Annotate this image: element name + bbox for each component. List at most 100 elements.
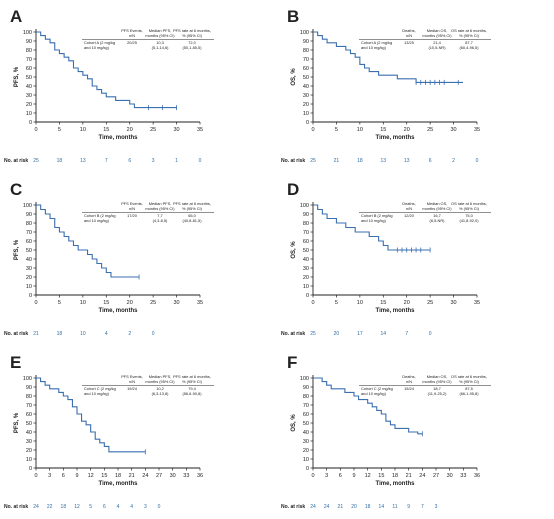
- risk-value-e: 4: [130, 504, 133, 510]
- km-curve-e: [36, 377, 146, 453]
- x-tick-label-a: 10: [80, 127, 86, 133]
- km-curve-c: [36, 204, 140, 278]
- risk-value-c: 10: [80, 331, 86, 337]
- table-cell-b: n/N: [406, 33, 412, 38]
- x-tick-label-e: 0: [34, 473, 37, 479]
- table-cell-b: % (95% CI): [459, 33, 480, 38]
- y-tick-label-d: 100: [300, 203, 309, 209]
- x-tick-label-e: 6: [62, 473, 65, 479]
- table-cell-a: 10,3: [156, 40, 164, 45]
- y-tick-label-e: 40: [26, 430, 32, 436]
- y-tick-label-e: 50: [26, 421, 32, 427]
- x-tick-label-e: 9: [75, 473, 78, 479]
- y-tick-label-f: 100: [300, 376, 309, 382]
- x-tick-label-c: 30: [174, 300, 180, 306]
- table-cell-c: 7,7: [157, 213, 162, 218]
- table-cell-e: % (95% CI): [182, 379, 203, 384]
- risk-label-c: No. at risk: [4, 331, 28, 337]
- risk-value-f: 3: [435, 504, 438, 510]
- y-tick-label-c: 30: [26, 266, 32, 272]
- km-curve-a: [36, 31, 177, 109]
- table-cell-d: 16,7: [433, 213, 441, 218]
- table-cell-d: OS rate at 6 months,: [451, 201, 487, 206]
- y-tick-label-c: 60: [26, 239, 32, 245]
- table-cell-b: 13/25: [404, 40, 414, 45]
- km-panel-E: E 0 10 20 30 40 50 60 70 80 90 100 0 3 6 9 12 15 18 21 24 27 3…: [0, 346, 277, 519]
- table-cell-c: PFS Events,: [121, 201, 143, 206]
- risk-value-e: 24: [33, 504, 39, 510]
- y-tick-label-b: 60: [303, 66, 309, 72]
- table-cell-e: PFS rate at 6 months,: [173, 374, 211, 379]
- x-tick-label-d: 30: [451, 300, 457, 306]
- x-axis-label-c: Time, months: [99, 308, 139, 314]
- x-tick-label-f: 15: [378, 473, 384, 479]
- x-tick-label-b: 10: [357, 127, 363, 133]
- table-cell-d: 75,0: [465, 213, 473, 218]
- y-tick-label-a: 30: [26, 93, 32, 99]
- table-cell-e: (6,3-13,8): [152, 391, 170, 396]
- table-cell-e: PFS Events,: [121, 374, 143, 379]
- panel-letter-e: E: [10, 353, 21, 372]
- x-tick-label-a: 35: [197, 127, 203, 133]
- km-panel-B: B 0 10 20 30 40 50 60 70 80 90 100 0 5 10 15 20 25 30 35 Tim…: [277, 0, 554, 173]
- y-tick-label-f: 90: [303, 385, 309, 391]
- y-tick-label-a: 60: [26, 66, 32, 72]
- x-tick-label-f: 0: [311, 473, 314, 479]
- panel-letter-c: C: [10, 180, 22, 199]
- y-tick-label-b: 0: [306, 120, 309, 126]
- x-axis-label-b: Time, months: [376, 135, 416, 141]
- km-curve-f: [313, 377, 423, 435]
- y-tick-label-d: 70: [303, 230, 309, 236]
- y-tick-label-f: 80: [303, 394, 309, 400]
- risk-value-d: 17: [357, 331, 363, 337]
- y-tick-label-b: 80: [303, 48, 309, 54]
- risk-value-f: 11: [392, 504, 397, 510]
- x-tick-label-a: 5: [58, 127, 61, 133]
- risk-value-d: 20: [334, 331, 340, 337]
- table-cell-b: 21,4: [433, 40, 441, 45]
- y-tick-label-c: 90: [26, 212, 32, 218]
- x-tick-label-f: 9: [352, 473, 355, 479]
- x-tick-label-e: 3: [48, 473, 51, 479]
- x-tick-label-b: 30: [451, 127, 457, 133]
- table-cell-e: Median PFS,: [149, 374, 172, 379]
- x-tick-label-d: 25: [427, 300, 433, 306]
- risk-value-b: 21: [334, 158, 340, 164]
- risk-value-f: 20: [351, 504, 357, 510]
- x-tick-label-f: 24: [419, 473, 425, 479]
- risk-value-d: 25: [310, 331, 316, 337]
- risk-value-a: 6: [128, 158, 131, 164]
- table-cell-a: months (95% CI): [145, 33, 175, 38]
- y-tick-label-a: 20: [26, 102, 32, 108]
- y-axis-label-c: PFS, %: [14, 239, 20, 260]
- panel-letter-f: F: [287, 353, 297, 372]
- x-tick-label-e: 21: [129, 473, 135, 479]
- risk-value-f: 21: [338, 504, 344, 510]
- y-tick-label-f: 70: [303, 403, 309, 409]
- x-tick-label-a: 15: [103, 127, 109, 133]
- risk-value-a: 25: [33, 158, 39, 164]
- table-cell-e: (56,6-90,8): [182, 391, 202, 396]
- y-tick-label-d: 40: [303, 257, 309, 263]
- table-cell-d: n/N: [406, 206, 412, 211]
- risk-value-b: 6: [429, 158, 432, 164]
- x-tick-label-c: 15: [103, 300, 109, 306]
- table-cell-a: (50,1-85,5): [182, 45, 202, 50]
- x-tick-label-c: 25: [150, 300, 156, 306]
- x-tick-label-b: 20: [404, 127, 410, 133]
- table-cell-a: Median PFS,: [149, 28, 172, 33]
- table-cohort-f: Cohort C (2 mg/kg: [361, 386, 393, 391]
- risk-value-e: 12: [74, 504, 80, 510]
- x-tick-label-f: 33: [460, 473, 466, 479]
- x-tick-label-e: 12: [88, 473, 94, 479]
- table-cohort-c: and 10 mg/kg): [84, 218, 110, 223]
- table-cell-c: Median PFS,: [149, 201, 172, 206]
- x-tick-label-c: 5: [58, 300, 61, 306]
- y-tick-label-b: 100: [300, 30, 309, 36]
- risk-value-a: 13: [80, 158, 86, 164]
- table-cell-f: (66,1-95,8): [459, 391, 479, 396]
- table-cell-b: Median OS,: [427, 28, 448, 33]
